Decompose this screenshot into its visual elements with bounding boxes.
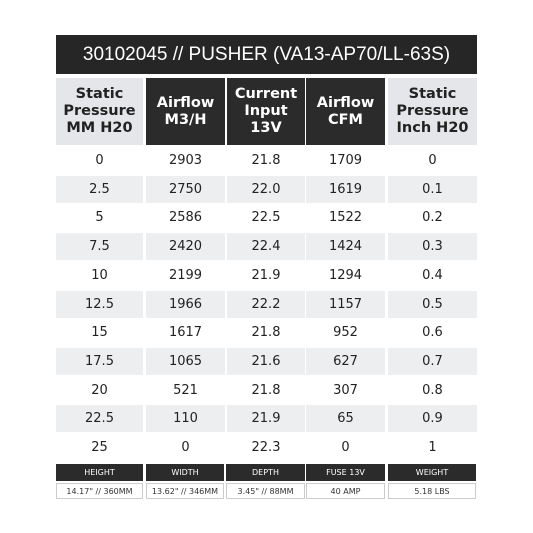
table-cell: 22.0 [227, 175, 305, 203]
spec-value: 40 AMP [306, 483, 385, 499]
table-cell: 0.3 [388, 233, 477, 261]
table-cell: 22.2 [227, 290, 305, 318]
header-line: Static [75, 86, 124, 102]
table-cell: 1709 [306, 147, 385, 175]
table-cell: 1424 [306, 233, 385, 261]
table-cell: 2420 [146, 233, 225, 261]
table-cell: 307 [306, 376, 385, 404]
table-cell: 0.7 [388, 347, 477, 376]
column-header: Airflow M3/H [146, 78, 225, 145]
spec-label: DEPTH [226, 464, 305, 481]
table-cell: 1 [388, 434, 477, 462]
header-line: Airflow [156, 94, 215, 111]
table-cell: 0.5 [388, 290, 477, 318]
table-cell: 2.5 [56, 175, 143, 203]
table-cell: 5 [56, 204, 143, 232]
header-line: Pressure [396, 103, 469, 119]
table-cell: 1617 [146, 319, 225, 347]
spec-value: 5.18 LBS [388, 483, 476, 499]
column-header: Static Pressure Inch H20 [388, 78, 477, 145]
table-cell: 627 [306, 347, 385, 376]
table-cell: 0.4 [388, 261, 477, 289]
table-cell: 0.6 [388, 319, 477, 347]
table-cell: 21.6 [227, 347, 305, 376]
table-cell: 22.4 [227, 233, 305, 261]
table-cell: 22.5 [227, 204, 305, 232]
table-cell: 0.9 [388, 405, 477, 433]
spec-label: WIDTH [146, 464, 224, 481]
table-cell: 0 [388, 147, 477, 175]
table-cell: 2903 [146, 147, 225, 175]
table-cell: 0 [306, 434, 385, 462]
header-line: Airflow [316, 94, 375, 111]
header-line: Inch H20 [396, 120, 469, 136]
table-cell: 21.8 [227, 147, 305, 175]
table-cell: 21.9 [227, 261, 305, 289]
header-line: CFM [328, 111, 363, 128]
spec-label: WEIGHT [388, 464, 476, 481]
spec-value: 3.45" // 88MM [226, 483, 305, 499]
title: 30102045 // PUSHER (VA13-AP70/LL-63S) [56, 35, 477, 74]
table-cell: 12.5 [56, 290, 143, 318]
column-header: Static Pressure MM H20 [56, 78, 143, 145]
table-cell: 21.8 [227, 319, 305, 347]
spec-label: HEIGHT [56, 464, 143, 481]
table-cell: 2586 [146, 204, 225, 232]
table-cell: 1522 [306, 204, 385, 232]
table-cell: 2199 [146, 261, 225, 289]
table-cell: 20 [56, 376, 143, 404]
table-cell: 0 [146, 434, 225, 462]
table-cell: 21.8 [227, 376, 305, 404]
table-cell: 0.8 [388, 376, 477, 404]
table-cell: 17.5 [56, 347, 143, 376]
header-line: Input [244, 103, 288, 119]
header-line: MM H20 [66, 120, 133, 136]
header-line: 13V [250, 120, 282, 136]
header-line: Current [234, 86, 298, 102]
header-line: Static [408, 86, 457, 102]
table-cell: 1157 [306, 290, 385, 318]
table-cell: 15 [56, 319, 143, 347]
column-header: Current Input 13V [227, 78, 305, 145]
table-cell: 7.5 [56, 233, 143, 261]
table-cell: 952 [306, 319, 385, 347]
table-cell: 0.1 [388, 175, 477, 203]
table-cell: 1966 [146, 290, 225, 318]
table-cell: 110 [146, 405, 225, 433]
table-cell: 65 [306, 405, 385, 433]
table-cell: 1294 [306, 261, 385, 289]
table-cell: 0 [56, 147, 143, 175]
table-cell: 22.5 [56, 405, 143, 433]
spec-value: 13.62" // 346MM [146, 483, 224, 499]
spec-label: FUSE 13V [306, 464, 385, 481]
table-cell: 521 [146, 376, 225, 404]
column-header: Airflow CFM [306, 78, 385, 145]
table-cell: 25 [56, 434, 143, 462]
table-cell: 0.2 [388, 204, 477, 232]
table-cell: 10 [56, 261, 143, 289]
table-cell: 22.3 [227, 434, 305, 462]
table-cell: 21.9 [227, 405, 305, 433]
table-cell: 2750 [146, 175, 225, 203]
spec-value: 14.17" // 360MM [56, 483, 143, 499]
table-cell: 1065 [146, 347, 225, 376]
header-line: Pressure [63, 103, 136, 119]
header-line: M3/H [164, 111, 207, 128]
table-cell: 1619 [306, 175, 385, 203]
